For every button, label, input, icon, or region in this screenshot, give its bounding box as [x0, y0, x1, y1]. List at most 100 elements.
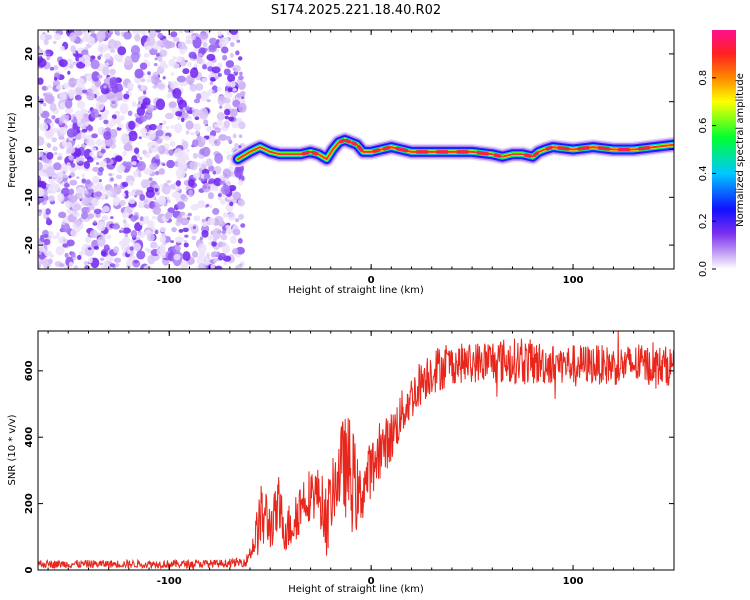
noise-blob [201, 230, 209, 238]
peak-track-max [382, 145, 391, 151]
noise-blob [162, 38, 169, 45]
noise-blob [97, 221, 106, 232]
noise-blob [207, 235, 213, 241]
noise-blob [38, 151, 41, 159]
noise-blob [207, 186, 211, 189]
spectrogram-ylabel: Frequency (Hz) [7, 112, 18, 188]
noise-blob [92, 166, 100, 173]
noise-blob [99, 94, 108, 103]
noise-blob [175, 110, 183, 117]
noise-blob [221, 244, 231, 254]
noise-blob [38, 180, 44, 189]
noise-blob [38, 77, 44, 85]
noise-blob [229, 42, 235, 48]
noise-blob [237, 56, 243, 61]
noise-blob [173, 253, 181, 261]
noise-blob [155, 98, 166, 111]
noise-blob [180, 117, 185, 123]
noise-blob [57, 156, 63, 161]
noise-blob [52, 146, 58, 152]
noise-blob [76, 61, 86, 69]
noise-blob [136, 162, 143, 167]
noise-blob [158, 168, 165, 175]
noise-blob [87, 247, 92, 250]
noise-blob [196, 93, 202, 100]
noise-blob [104, 109, 109, 116]
noise-blob [98, 166, 104, 173]
noise-blob [104, 30, 112, 39]
noise-blob [212, 170, 217, 175]
noise-blob [214, 138, 221, 147]
snr-panel: -100 0 100 0 200 400 600 Height of straight li… [7, 330, 675, 595]
noise-blob [223, 120, 231, 128]
noise-blob [157, 55, 163, 63]
noise-blob [149, 163, 158, 171]
noise-blob [81, 196, 89, 206]
noise-blob [166, 196, 170, 200]
noise-blob [68, 261, 74, 267]
noise-blob [210, 251, 216, 258]
noise-blob [132, 30, 142, 35]
noise-blob [188, 115, 192, 120]
noise-blob [237, 199, 246, 207]
snr-frame [37, 330, 675, 571]
noise-blob [191, 235, 197, 241]
noise-blob [201, 77, 208, 83]
noise-blob [100, 148, 106, 154]
noise-blob [146, 36, 156, 47]
noise-blob [129, 246, 134, 251]
noise-blob [221, 230, 227, 235]
noise-blob [63, 82, 70, 89]
noise-blob [86, 92, 96, 101]
noise-blob [146, 129, 156, 141]
noise-blob [66, 128, 76, 138]
colorbar-gradient [712, 30, 736, 269]
noise-blob [204, 260, 210, 266]
noise-blob [99, 262, 103, 266]
noise-blob [208, 178, 216, 184]
noise-blob [193, 63, 198, 68]
peak-track-max [532, 151, 539, 157]
noise-blob [38, 47, 44, 57]
noise-blob [89, 229, 98, 239]
noise-blob [81, 49, 89, 56]
noise-blob [199, 236, 204, 241]
noise-blob [155, 198, 160, 203]
noise-blob [73, 147, 82, 158]
noise-blob [62, 243, 69, 248]
noise-blob [147, 219, 155, 229]
noise-blob [100, 194, 106, 201]
noise-blob [69, 32, 77, 42]
noise-blob [127, 250, 131, 255]
noise-blob [211, 91, 216, 94]
noise-blob [160, 184, 164, 188]
x-tick-label: -100 [157, 275, 182, 286]
noise-blob [181, 138, 186, 142]
noise-blob [170, 31, 178, 38]
noise-blob [159, 235, 167, 243]
noise-blob [116, 164, 126, 174]
noise-blob [140, 78, 146, 83]
noise-blob [188, 80, 193, 86]
noise-blob [45, 184, 50, 188]
peak-track-max [351, 141, 358, 146]
colorbar: 0.0 0.2 0.4 0.6 0.8 Normalized spectral ampl… [698, 30, 746, 277]
noise-blob [166, 159, 175, 169]
noise-blob [192, 108, 201, 118]
noise-blob [217, 193, 222, 198]
noise-blob [151, 215, 157, 220]
noise-blob [134, 34, 141, 42]
noise-blob [189, 160, 198, 171]
noise-blob [82, 30, 86, 33]
noise-blob [183, 240, 187, 243]
noise-blob [55, 245, 65, 256]
noise-blob [76, 100, 86, 109]
noise-blob [121, 192, 126, 198]
noise-blob [90, 30, 95, 34]
noise-blob [97, 55, 102, 61]
noise-blob [211, 66, 221, 74]
noise-blob [91, 133, 98, 139]
noise-blob [89, 204, 95, 211]
noise-blob [157, 32, 163, 39]
peak-track-max [523, 153, 532, 158]
